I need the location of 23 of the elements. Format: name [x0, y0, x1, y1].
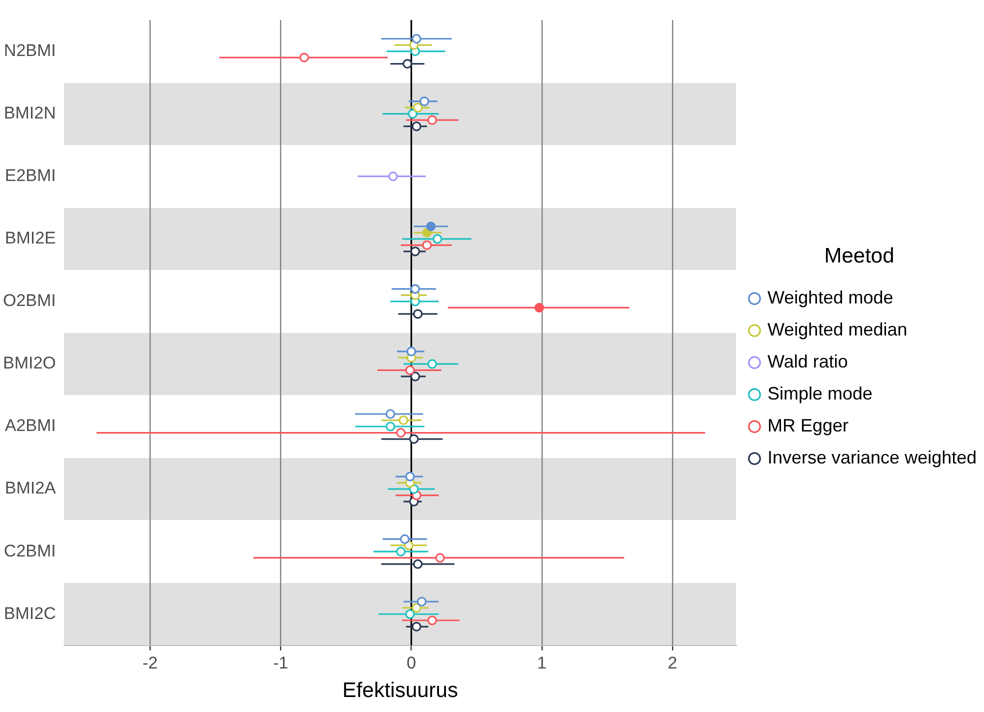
legend-label: Weighted mode: [768, 288, 894, 308]
y-tick-label: BMI2C: [4, 604, 56, 623]
x-tick-label: 1: [537, 653, 547, 672]
legend-label: Wald ratio: [768, 352, 848, 372]
legend-label: MR Egger: [768, 416, 849, 436]
y-tick-label: N2BMI: [4, 40, 56, 60]
legend-label: Simple mode: [768, 384, 873, 404]
y-tick-label: C2BMI: [4, 541, 56, 560]
legend-label: Inverse variance weighted: [768, 448, 977, 468]
x-tick-label: 0: [406, 653, 416, 672]
y-tick-label: A2BMI: [4, 416, 56, 436]
x-tick-label: 2: [668, 653, 678, 672]
y-tick-label: O2BMI: [2, 291, 56, 310]
y-tick-label: BMI2E: [4, 228, 56, 248]
y-tick-label: BMI2N: [4, 103, 56, 122]
legend-title: Meetod: [824, 244, 894, 268]
x-tick-label: -2: [142, 653, 158, 672]
legend-label: Weighted median: [768, 320, 908, 340]
x-tick-label: -1: [273, 653, 288, 672]
y-tick-label: BMI2O: [2, 354, 56, 373]
y-tick-label: BMI2A: [4, 478, 57, 498]
x-axis-title: Efektisuurus: [342, 679, 458, 702]
y-tick-label: E2BMI: [4, 166, 56, 186]
